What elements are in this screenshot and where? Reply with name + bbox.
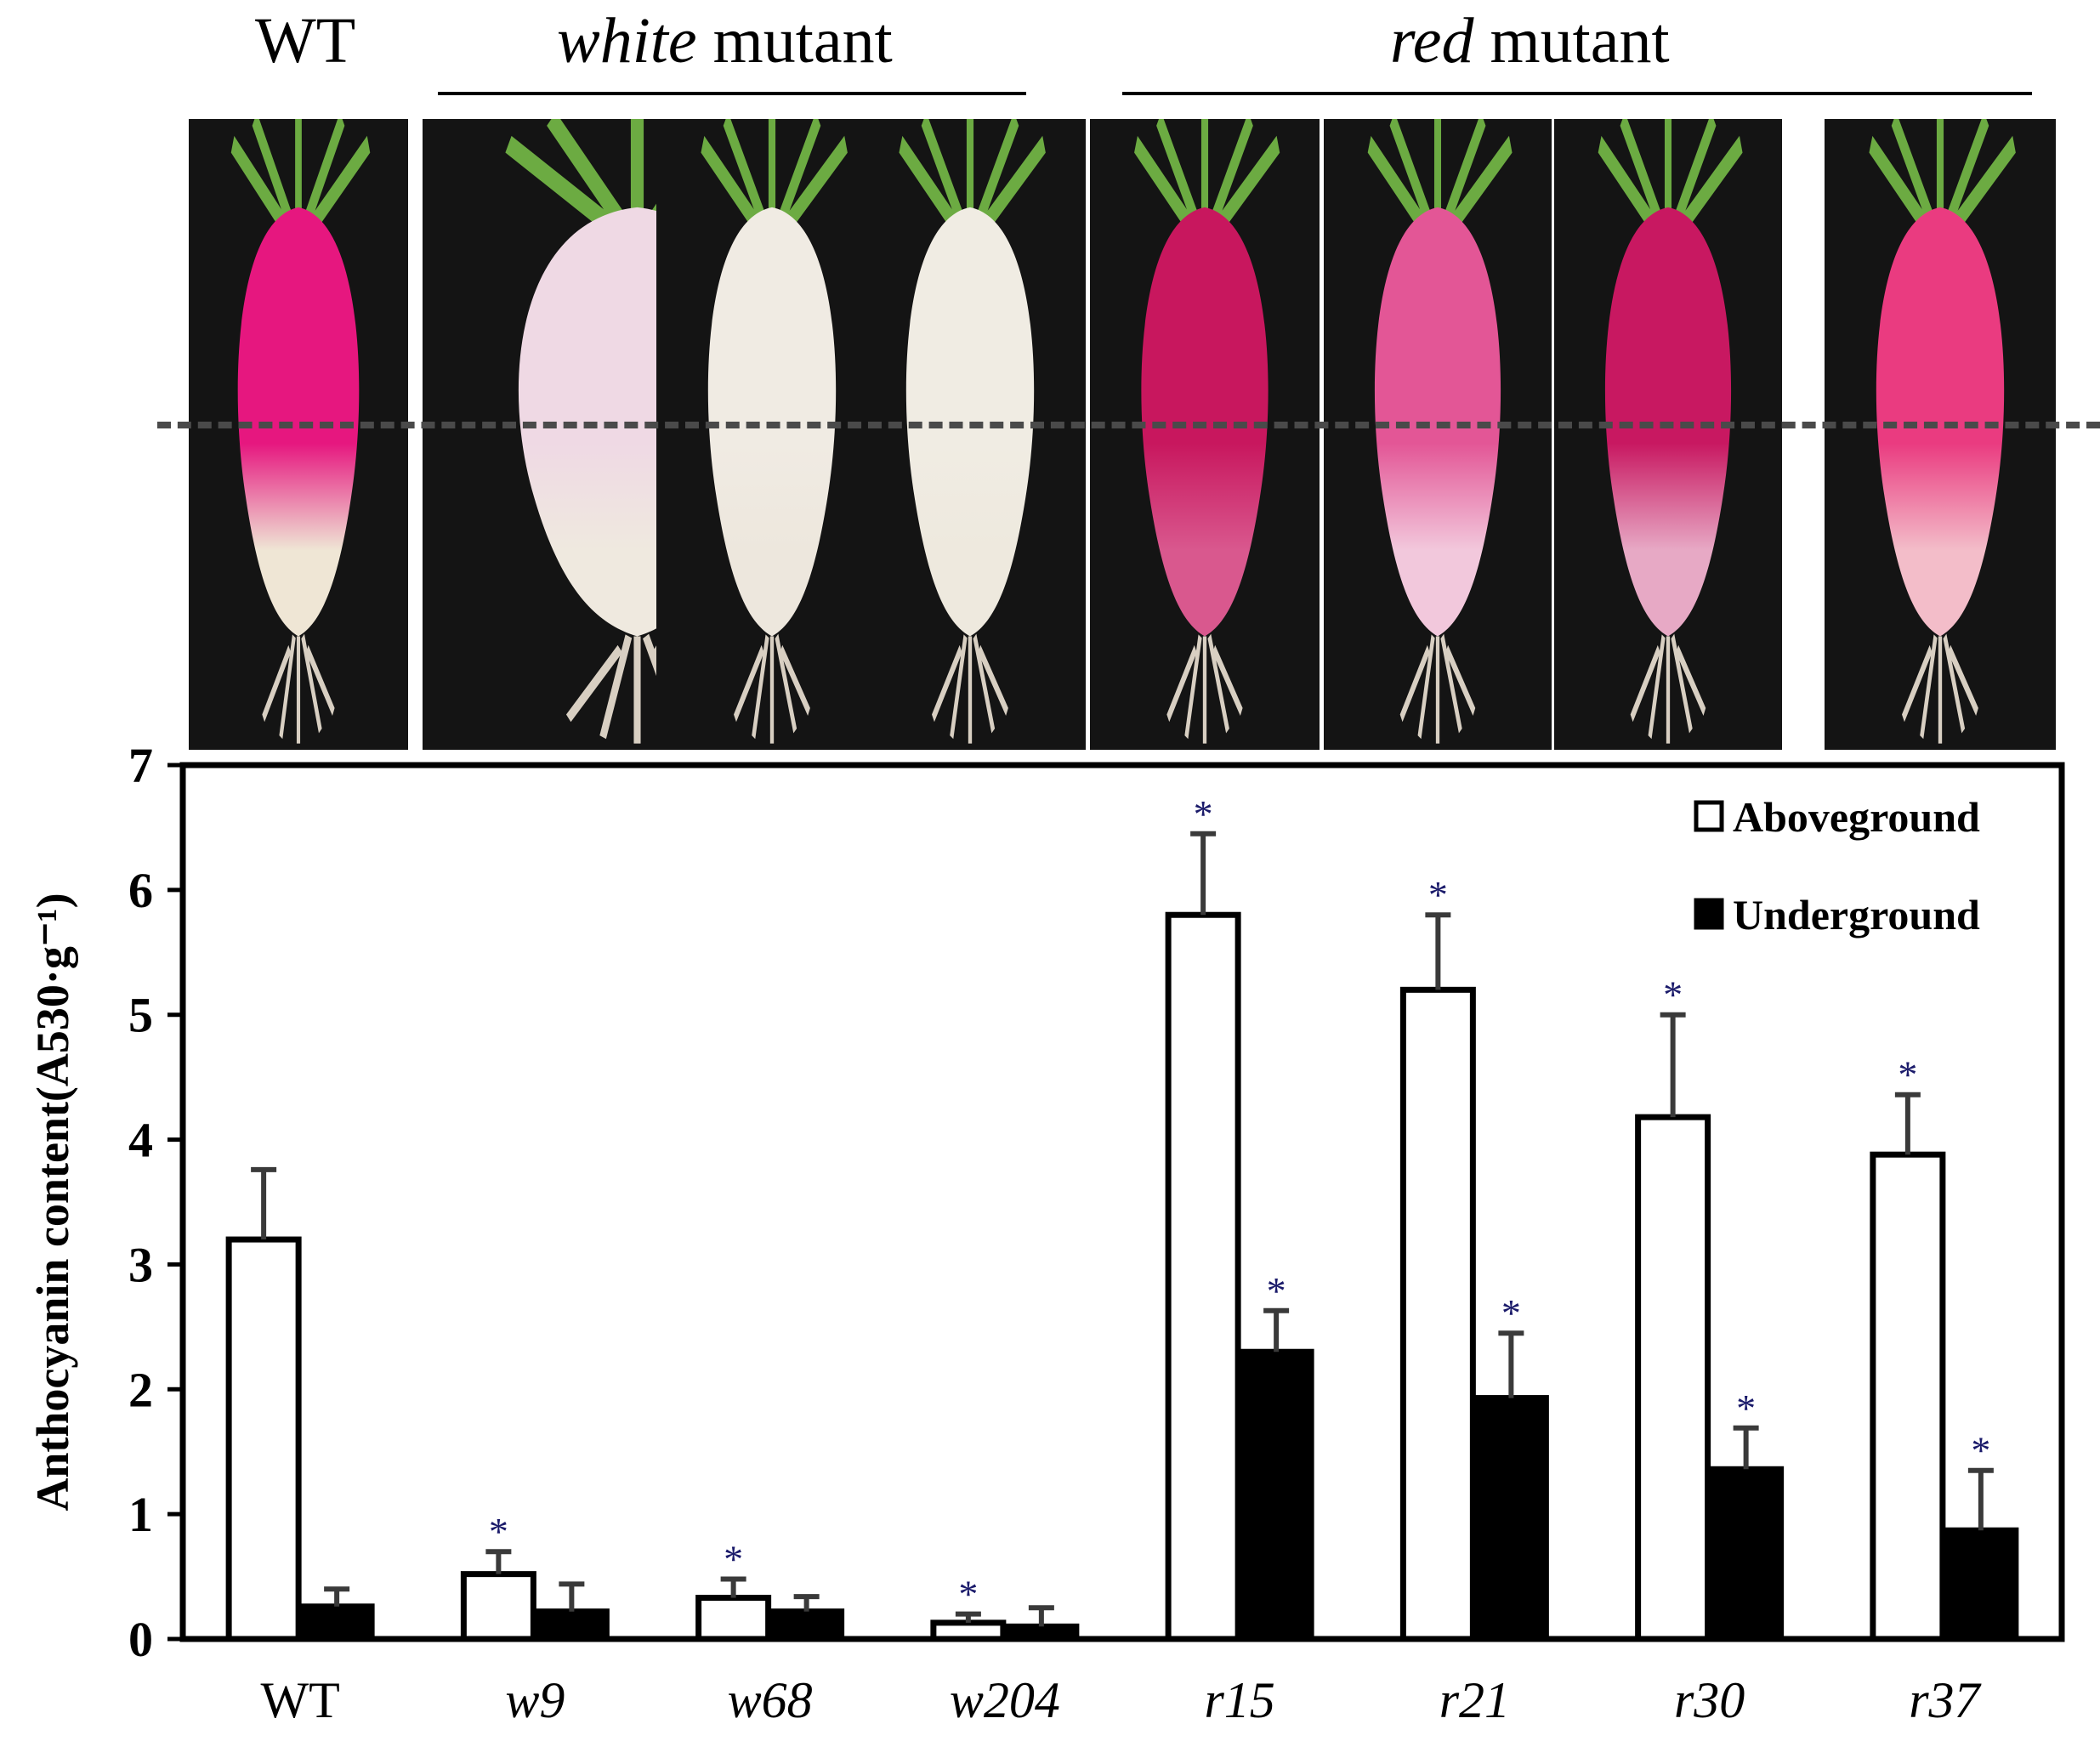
wt-group-label: WT <box>255 5 356 77</box>
y-tick-label: 2 <box>128 1362 153 1417</box>
radish-photo-wt <box>189 119 408 750</box>
bar-aboveground-w9 <box>460 1571 536 1642</box>
bar-aboveground-w204 <box>930 1619 1007 1642</box>
bar-aboveground-r21 <box>1399 986 1476 1642</box>
plot-frame <box>179 762 2065 1642</box>
white-mutant-italic: white <box>557 5 697 77</box>
red-mutant-group-label: red mutant <box>1390 9 1670 73</box>
white-mutant-rest: mutant <box>696 5 893 77</box>
leaf-stems <box>1598 119 1743 235</box>
y-tick-label: 3 <box>128 1237 153 1292</box>
significance-star: * <box>958 1573 978 1616</box>
significance-star: * <box>1971 1429 1990 1472</box>
bar-underground-wt <box>298 1603 375 1642</box>
bar-underground-w204 <box>1003 1623 1080 1642</box>
bar-underground-w68 <box>769 1608 845 1642</box>
leaf-stems <box>1367 119 1513 235</box>
significance-star: * <box>1428 873 1448 916</box>
significance-star: * <box>1736 1387 1756 1430</box>
x-tick-label: w9 <box>505 1672 565 1728</box>
x-tick-label: r30 <box>1674 1672 1745 1728</box>
significance-star: * <box>1194 792 1213 836</box>
legend-label-aboveground: Aboveground <box>1733 793 1980 841</box>
y-axis-label: Anthocyanin content(A530·g⁻¹) <box>27 893 78 1511</box>
leaf-stems <box>1869 119 2016 235</box>
significance-star: * <box>1663 973 1683 1017</box>
x-tick-label: r15 <box>1204 1672 1274 1728</box>
radish-root-hairs <box>1399 633 1476 744</box>
red-mutant-bracket <box>1122 92 2032 95</box>
bar-aboveground-wt <box>225 1236 302 1642</box>
white-mutant-bracket <box>438 92 1026 95</box>
x-tick-label: r21 <box>1439 1672 1510 1728</box>
bar-aboveground-r30 <box>1635 1114 1711 1642</box>
bar-aboveground-w68 <box>695 1595 772 1642</box>
bar-aboveground-r15 <box>1165 911 1241 1642</box>
y-tick-label: 4 <box>128 1113 153 1168</box>
y-tick-label: 6 <box>128 863 153 918</box>
radish-photo-r37 <box>1825 119 2056 750</box>
y-tick-label: 0 <box>128 1612 153 1667</box>
x-tick-label: w68 <box>728 1672 813 1728</box>
y-tick-label: 1 <box>128 1487 153 1542</box>
x-tick-label: w204 <box>950 1672 1060 1728</box>
red-mutant-italic: red <box>1390 5 1474 77</box>
bar-underground-r30 <box>1708 1466 1785 1642</box>
soil-line-dashed <box>157 422 2100 428</box>
significance-star: * <box>724 1538 743 1581</box>
significance-star: * <box>1898 1053 1917 1097</box>
red-mutant-rest: mutant <box>1473 5 1670 77</box>
bar-underground-w9 <box>533 1608 610 1642</box>
y-tick-label: 7 <box>128 738 153 793</box>
x-tick-label: WT <box>260 1672 339 1728</box>
legend-swatch-aboveground <box>1694 800 1724 832</box>
y-tick-label: 5 <box>128 988 153 1043</box>
legend-swatch-underground <box>1694 898 1724 930</box>
radish-root-hairs <box>1630 633 1706 744</box>
radish-root-hairs <box>734 633 810 744</box>
radish-root-hairs <box>1902 633 1978 744</box>
bar-underground-r21 <box>1473 1395 1549 1642</box>
significance-star: * <box>489 1510 508 1553</box>
radish-root-hairs <box>1166 633 1243 744</box>
legend-label-underground: Underground <box>1733 891 1980 939</box>
x-tick-label: r37 <box>1909 1672 1982 1728</box>
significance-star: * <box>1501 1291 1521 1335</box>
leaf-stems <box>701 119 848 235</box>
significance-star: * <box>1267 1269 1286 1313</box>
radish-root-hairs <box>262 633 335 744</box>
bar-underground-r15 <box>1238 1348 1314 1642</box>
bar-underground-r37 <box>1943 1527 2019 1642</box>
leaf-stems <box>1134 119 1280 235</box>
leaf-stems <box>230 119 371 235</box>
leaf-stems <box>899 119 1046 235</box>
bar-aboveground-r37 <box>1870 1151 1946 1642</box>
radish-root-hairs <box>932 633 1008 744</box>
white-mutant-group-label: white mutant <box>557 9 893 73</box>
radish-photo-r30 <box>1554 119 1782 750</box>
